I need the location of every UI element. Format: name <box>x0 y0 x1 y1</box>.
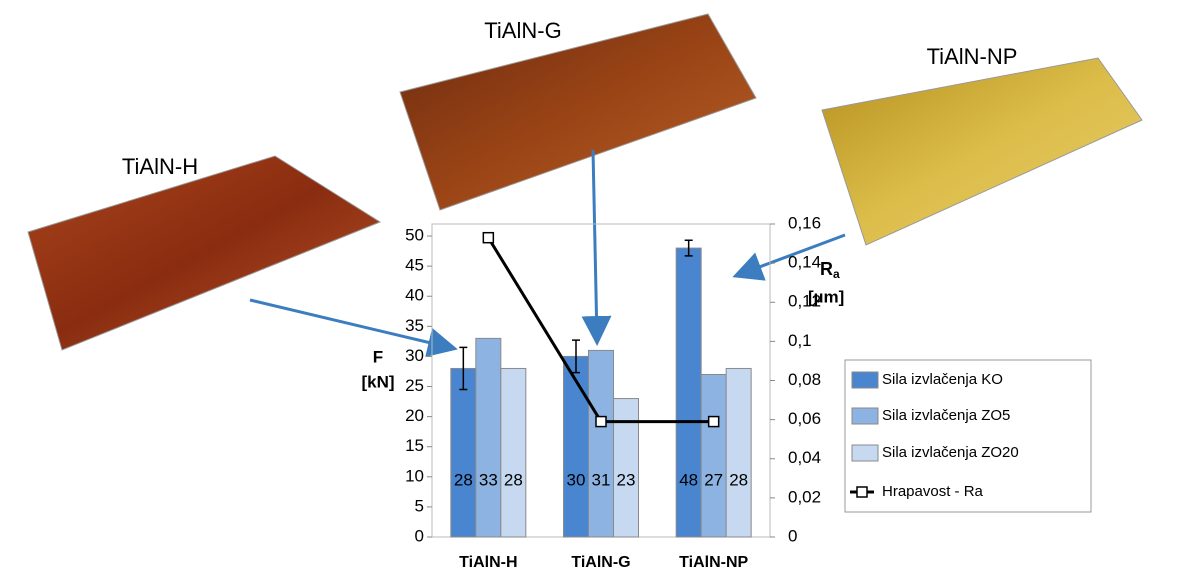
y2-tick-label: 0 <box>788 526 797 545</box>
y2-axis-subscript: a <box>833 267 840 281</box>
x-tick-label: TiAlN-H <box>459 554 517 571</box>
legend-swatch <box>851 407 879 425</box>
y-tick-label: 30 <box>405 346 424 365</box>
y2-axis-unit: [µm] <box>808 287 844 306</box>
value-label: 23 <box>617 470 636 489</box>
legend-swatch <box>851 444 879 462</box>
x-tick-label: TiAlN-NP <box>679 554 748 571</box>
y-axis-label: [kN] <box>361 372 394 391</box>
line-marker <box>595 415 607 428</box>
y2-tick-label: 0,16 <box>788 213 821 232</box>
line-marker <box>707 415 720 428</box>
y-tick-label: 5 <box>415 496 424 515</box>
arrow <box>732 233 846 281</box>
value-label: 48 <box>679 470 698 489</box>
y2-tick-label: 0,12 <box>788 292 821 311</box>
arrow <box>581 149 612 346</box>
y-tick-label: 50 <box>405 226 424 245</box>
y-tick-label: 0 <box>415 526 424 545</box>
error-bar <box>459 346 468 391</box>
legend-label: Sila izvlačenja ZO20 <box>882 444 1019 461</box>
legend-marker <box>856 486 868 498</box>
error-bar <box>572 339 580 374</box>
y2-tick-label: 0,06 <box>788 409 821 428</box>
y-axis-label: F <box>373 347 383 366</box>
surface-image-h <box>27 155 382 351</box>
y-tick-label: 25 <box>405 376 424 395</box>
y2-axis-label: Ra <box>820 259 840 281</box>
surface-image-g <box>399 13 757 211</box>
y-tick-label: 45 <box>405 256 424 275</box>
bar <box>675 247 702 538</box>
legend-swatch <box>851 371 879 389</box>
value-label: 28 <box>504 470 523 489</box>
value-label: 30 <box>567 470 586 489</box>
value-label: 28 <box>729 470 748 489</box>
image-title: TiAlN-H <box>122 154 198 179</box>
y2-tick-label: 0,1 <box>788 331 812 350</box>
error-bar <box>684 239 693 257</box>
bar <box>563 355 589 538</box>
bar <box>725 367 752 538</box>
bar <box>613 398 639 538</box>
value-label: 27 <box>704 470 723 489</box>
y2-tick-label: 0,02 <box>788 487 821 506</box>
bar <box>475 337 502 538</box>
y-tick-label: 20 <box>405 406 424 425</box>
arrow <box>249 298 458 358</box>
value-label: 33 <box>479 470 498 489</box>
line-marker <box>482 231 495 244</box>
value-label: 28 <box>454 470 473 489</box>
value-label: 31 <box>592 470 611 489</box>
y2-tick-label: 0,04 <box>788 448 821 467</box>
bar <box>450 367 477 538</box>
y2-tick-label: 0,08 <box>788 370 821 389</box>
legend-label: Sila izvlačenja KO <box>882 371 1003 388</box>
legend-box <box>844 359 1092 513</box>
image-title: TiAlN-NP <box>927 44 1018 69</box>
y-tick-label: 35 <box>405 316 424 335</box>
y-tick-label: 10 <box>405 466 424 485</box>
bar <box>588 349 614 538</box>
bar <box>500 367 527 538</box>
legend-label: Hrapavost - Ra <box>882 483 984 500</box>
y-tick-label: 15 <box>405 436 424 455</box>
y-tick-label: 40 <box>405 286 424 305</box>
y2-tick-label: 0,14 <box>788 253 821 272</box>
image-title: TiAlN-G <box>484 18 561 43</box>
x-tick-label: TiAlN-G <box>571 554 630 571</box>
y2-axis-symbol: R <box>820 259 833 279</box>
surface-image-np <box>821 57 1143 246</box>
bar <box>700 373 727 538</box>
legend-label: Sila izvlačenja ZO5 <box>882 407 1010 424</box>
